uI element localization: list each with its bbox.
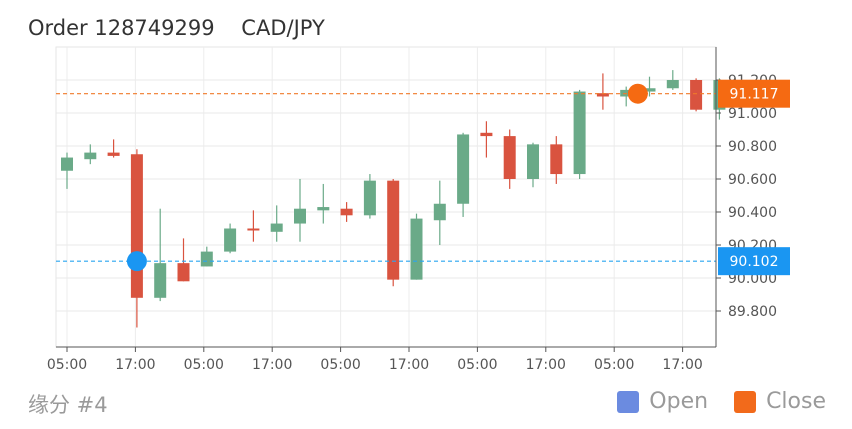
candle bbox=[573, 89, 586, 179]
open-price-flag-label: 90.102 bbox=[730, 254, 779, 270]
grid bbox=[55, 46, 717, 348]
candle-body bbox=[596, 93, 609, 97]
candle-body bbox=[200, 251, 213, 267]
candle-body bbox=[690, 80, 703, 110]
candle bbox=[61, 152, 73, 189]
x-tick-label: 05:00 bbox=[320, 357, 360, 373]
candle-body bbox=[527, 144, 539, 179]
open-price-flag-bg bbox=[718, 247, 790, 276]
y-tick-label: 89.800 bbox=[728, 304, 777, 320]
plot-area bbox=[55, 46, 717, 348]
candle-body bbox=[666, 80, 679, 89]
x-tick-label: 17:00 bbox=[115, 357, 155, 373]
candle bbox=[177, 238, 190, 282]
candle bbox=[503, 129, 516, 189]
legend: Open Close bbox=[617, 389, 826, 414]
candle bbox=[596, 73, 609, 110]
open-marker bbox=[126, 251, 147, 272]
candle bbox=[433, 180, 446, 245]
candle-body bbox=[363, 180, 376, 216]
candles bbox=[61, 70, 726, 328]
x-tick-label: 05:00 bbox=[457, 357, 497, 373]
candle bbox=[247, 210, 260, 242]
order-lines bbox=[56, 83, 716, 272]
candle-body bbox=[480, 132, 493, 137]
candle bbox=[200, 246, 213, 267]
candle-body bbox=[177, 263, 190, 282]
candle bbox=[666, 70, 679, 90]
candle-body bbox=[154, 263, 167, 298]
candle bbox=[317, 183, 330, 224]
y-tick-label: 90.400 bbox=[728, 205, 777, 221]
candle bbox=[270, 205, 283, 242]
y-tick-label: 90.600 bbox=[728, 172, 777, 188]
candle bbox=[294, 179, 306, 242]
candle-body bbox=[457, 134, 470, 204]
candle-body bbox=[387, 180, 400, 280]
axes: 89.80090.00090.20090.40090.60090.80091.0… bbox=[47, 47, 777, 373]
chart-title: Order 128749299 CAD/JPY bbox=[28, 16, 325, 40]
candle bbox=[480, 121, 493, 158]
close-price-flag: 91.117 bbox=[718, 79, 790, 108]
x-tick-label: 05:00 bbox=[47, 357, 87, 373]
candle bbox=[457, 132, 470, 217]
candle-body bbox=[317, 207, 330, 211]
candle-body bbox=[270, 223, 283, 232]
close-price-flag-label: 91.117 bbox=[730, 87, 779, 103]
chart-subtitle: 缘分 #4 bbox=[28, 393, 108, 417]
candle bbox=[340, 202, 353, 222]
candle-body bbox=[643, 88, 656, 92]
legend-swatch-close bbox=[734, 390, 757, 413]
candle-body bbox=[433, 203, 446, 221]
candle bbox=[410, 213, 423, 280]
candle-body bbox=[61, 157, 73, 171]
candle-body bbox=[294, 208, 306, 224]
candle bbox=[154, 208, 167, 302]
legend-swatch-open bbox=[617, 390, 640, 413]
candle-body bbox=[503, 136, 516, 179]
legend-label-open: Open bbox=[649, 389, 709, 414]
candle bbox=[527, 142, 539, 188]
candle bbox=[550, 136, 563, 184]
candle-body bbox=[573, 91, 586, 175]
candle-body bbox=[107, 152, 120, 156]
legend-label-close: Close bbox=[766, 389, 826, 414]
candle bbox=[224, 223, 237, 254]
y-tick-label: 90.800 bbox=[728, 139, 777, 155]
candle-body bbox=[130, 154, 143, 298]
close-price-flag-bg bbox=[718, 79, 790, 108]
candle bbox=[84, 144, 97, 165]
x-tick-label: 17:00 bbox=[252, 357, 292, 373]
open-price-flag: 90.102 bbox=[718, 247, 790, 276]
price-flags: 90.102 91.117 bbox=[718, 79, 790, 276]
x-tick-label: 17:00 bbox=[662, 357, 702, 373]
candle-body bbox=[550, 144, 563, 175]
candle bbox=[643, 76, 656, 97]
candle bbox=[107, 139, 120, 158]
candle-body bbox=[224, 228, 237, 252]
x-tick-label: 05:00 bbox=[184, 357, 224, 373]
candle bbox=[130, 149, 143, 328]
candle bbox=[363, 174, 376, 219]
x-tick-label: 17:00 bbox=[389, 357, 429, 373]
y-tick-label: 91.000 bbox=[728, 106, 777, 122]
candle-body bbox=[340, 208, 353, 216]
legend-item-close[interactable]: Close bbox=[734, 389, 826, 414]
x-tick-label: 17:00 bbox=[526, 357, 566, 373]
candle-body bbox=[410, 218, 423, 280]
candle-body bbox=[84, 152, 97, 160]
candle-body bbox=[247, 228, 260, 231]
candle bbox=[690, 78, 703, 112]
close-marker bbox=[627, 83, 648, 104]
candle bbox=[387, 179, 400, 287]
x-tick-label: 05:00 bbox=[594, 357, 634, 373]
legend-item-open[interactable]: Open bbox=[617, 389, 708, 414]
